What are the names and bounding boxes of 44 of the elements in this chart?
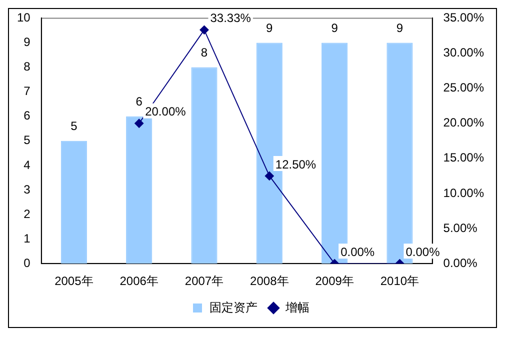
x-tick-label: 2006年 xyxy=(120,274,158,288)
y2-tick-label: 10.00% xyxy=(443,186,484,200)
x-tick-label: 2009年 xyxy=(315,274,354,288)
bar xyxy=(126,116,152,264)
x-tick-label: 2007年 xyxy=(184,274,224,288)
y-tick-label: 2 xyxy=(24,206,31,221)
y-tick-label: 0 xyxy=(24,256,31,270)
y-tick-label: 7 xyxy=(24,84,31,98)
y-tick-label: 10 xyxy=(16,10,31,25)
bar xyxy=(191,67,218,264)
y-tick-label: 3 xyxy=(24,182,31,196)
y2-tick-label: 15.00% xyxy=(443,150,484,165)
data-label: 0.00% xyxy=(340,244,375,259)
data-label: 33.33% xyxy=(210,11,252,26)
data-label: 5 xyxy=(70,119,78,134)
y-tick-label: 4 xyxy=(24,158,31,172)
y2-tick-label: 25.00% xyxy=(443,80,484,95)
data-label: 20.00% xyxy=(145,104,186,119)
y2-tick-label: 5.00% xyxy=(443,220,478,235)
data-label: 6 xyxy=(136,94,143,109)
data-label: 0.00% xyxy=(406,244,440,259)
legend-label: 增幅 xyxy=(284,300,310,314)
data-label: 8 xyxy=(200,46,208,60)
y2-tick-label: 35.00% xyxy=(443,10,484,25)
x-tick-label: 2005年 xyxy=(54,274,94,288)
y2-tick-label: 20.00% xyxy=(443,116,484,130)
y-tick-label: 8 xyxy=(24,60,31,74)
point xyxy=(200,25,209,34)
y2-tick-label: 0.00% xyxy=(443,256,478,270)
x-tick-label: 2008年 xyxy=(250,274,289,288)
bar xyxy=(60,140,87,264)
y-tick-label: 1 xyxy=(24,231,31,246)
y2-tick-label: 30.00% xyxy=(443,46,484,60)
legend-label: 固定资产 xyxy=(210,300,258,314)
data-label: 12.50% xyxy=(275,157,316,172)
data-label: 9 xyxy=(396,21,404,36)
y-tick-label: 9 xyxy=(24,35,31,50)
data-label: 9 xyxy=(266,21,274,36)
y-tick-label: 6 xyxy=(24,108,31,123)
y-tick-label: 5 xyxy=(24,133,31,148)
point xyxy=(264,171,274,180)
data-label: 9 xyxy=(331,21,338,36)
x-tick-label: 2010年 xyxy=(380,274,420,288)
point xyxy=(134,118,144,128)
